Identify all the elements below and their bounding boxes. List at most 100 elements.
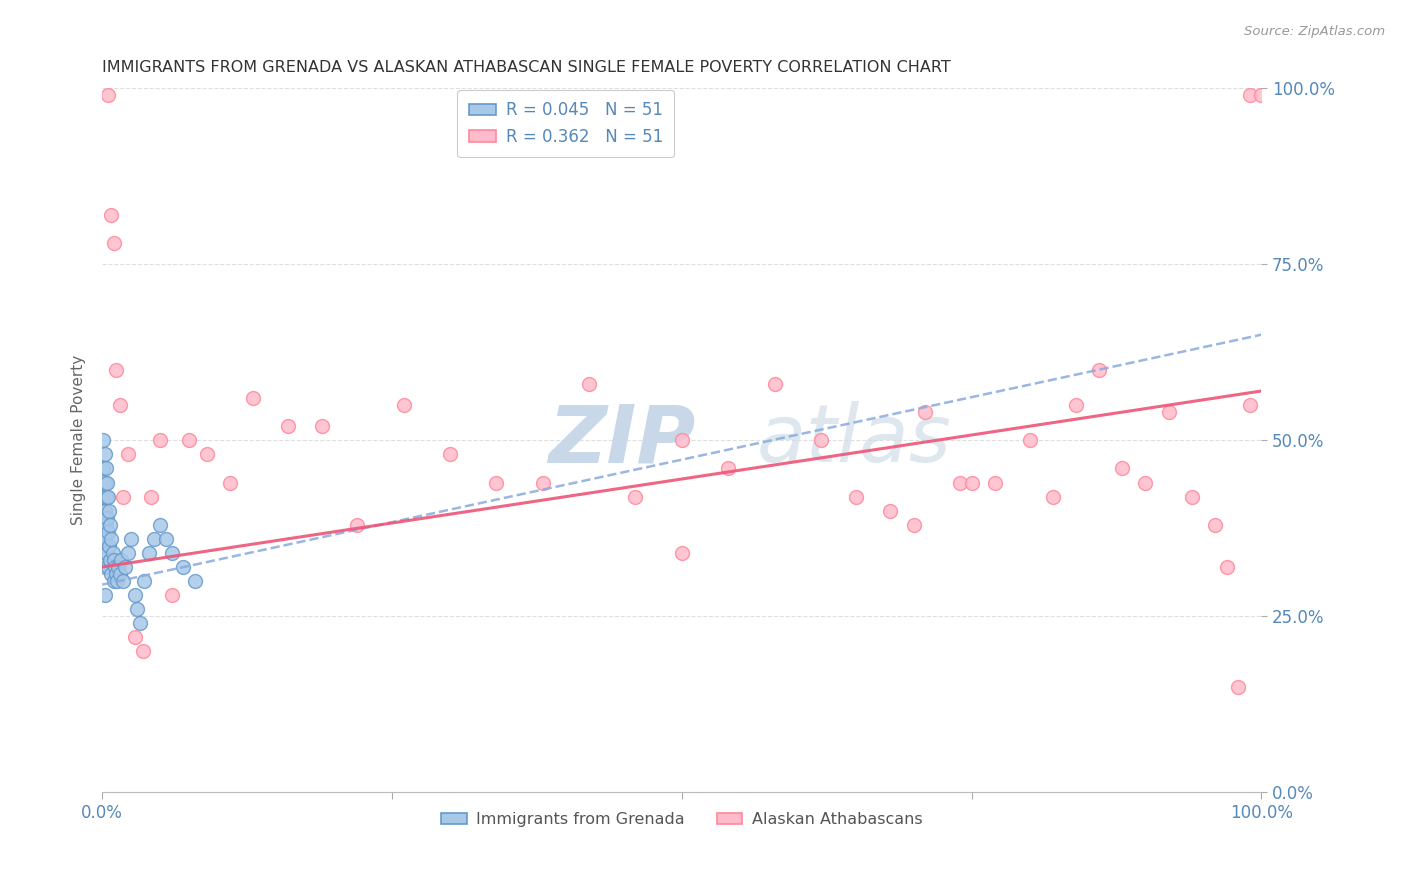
Point	[172, 560, 194, 574]
Point	[103, 236, 125, 251]
Point	[139, 490, 162, 504]
Point	[104, 560, 127, 574]
Point	[93, 517, 115, 532]
Point	[93, 504, 115, 518]
Point	[93, 539, 115, 553]
Point	[179, 434, 201, 448]
Point	[983, 475, 1005, 490]
Point	[117, 447, 139, 461]
Point	[96, 510, 118, 524]
Legend: Immigrants from Grenada, Alaskan Athabascans: Immigrants from Grenada, Alaskan Athabas…	[434, 805, 929, 834]
Point	[903, 517, 925, 532]
Point	[132, 574, 155, 588]
Point	[97, 560, 120, 574]
Point	[242, 391, 264, 405]
Point	[120, 532, 142, 546]
Point	[1135, 475, 1157, 490]
Point	[392, 398, 415, 412]
Point	[108, 398, 131, 412]
Point	[93, 490, 115, 504]
Point	[195, 447, 218, 461]
Point	[124, 588, 146, 602]
Point	[93, 475, 115, 490]
Point	[149, 434, 172, 448]
Point	[107, 560, 129, 574]
Point	[160, 546, 183, 560]
Point	[94, 461, 117, 475]
Point	[1204, 517, 1226, 532]
Point	[1088, 363, 1111, 377]
Point	[143, 532, 166, 546]
Point	[117, 546, 139, 560]
Point	[100, 208, 122, 222]
Point	[100, 532, 122, 546]
Point	[93, 532, 115, 546]
Point	[1227, 680, 1250, 694]
Point	[94, 490, 117, 504]
Point	[93, 447, 115, 461]
Point	[98, 504, 121, 518]
Point	[531, 475, 554, 490]
Point	[108, 567, 131, 582]
Point	[98, 553, 121, 567]
Y-axis label: Single Female Poverty: Single Female Poverty	[72, 355, 86, 525]
Point	[810, 434, 832, 448]
Point	[578, 376, 600, 391]
Point	[149, 517, 172, 532]
Point	[96, 546, 118, 560]
Point	[277, 419, 299, 434]
Point	[98, 539, 121, 553]
Point	[1042, 490, 1064, 504]
Point	[879, 504, 901, 518]
Point	[624, 490, 647, 504]
Point	[346, 517, 368, 532]
Point	[218, 475, 240, 490]
Point	[132, 644, 155, 658]
Point	[960, 475, 983, 490]
Text: Source: ZipAtlas.com: Source: ZipAtlas.com	[1244, 25, 1385, 38]
Point	[125, 602, 148, 616]
Point	[93, 588, 115, 602]
Point	[97, 88, 120, 103]
Point	[1111, 461, 1133, 475]
Point	[105, 567, 128, 582]
Point	[124, 631, 146, 645]
Point	[103, 553, 125, 567]
Point	[1064, 398, 1087, 412]
Point	[914, 405, 936, 419]
Point	[129, 616, 152, 631]
Text: ZIP: ZIP	[548, 401, 696, 479]
Point	[311, 419, 333, 434]
Point	[100, 567, 122, 582]
Point	[717, 461, 740, 475]
Text: IMMIGRANTS FROM GRENADA VS ALASKAN ATHABASCAN SINGLE FEMALE POVERTY CORRELATION : IMMIGRANTS FROM GRENADA VS ALASKAN ATHAB…	[103, 60, 950, 75]
Point	[763, 376, 786, 391]
Text: atlas: atlas	[756, 401, 952, 479]
Point	[105, 574, 128, 588]
Point	[671, 546, 693, 560]
Point	[1181, 490, 1204, 504]
Point	[93, 560, 115, 574]
Point	[671, 434, 693, 448]
Point	[1239, 88, 1261, 103]
Point	[112, 490, 135, 504]
Point	[94, 546, 117, 560]
Point	[97, 524, 120, 539]
Point	[485, 475, 508, 490]
Point	[439, 447, 461, 461]
Point	[105, 363, 128, 377]
Point	[949, 475, 972, 490]
Point	[1215, 560, 1237, 574]
Point	[114, 560, 136, 574]
Point	[1018, 434, 1040, 448]
Point	[160, 588, 183, 602]
Point	[1250, 88, 1272, 103]
Point	[112, 574, 135, 588]
Point	[110, 553, 132, 567]
Point	[98, 517, 121, 532]
Point	[94, 517, 117, 532]
Point	[1239, 398, 1261, 412]
Point	[97, 490, 120, 504]
Point	[184, 574, 207, 588]
Point	[845, 490, 868, 504]
